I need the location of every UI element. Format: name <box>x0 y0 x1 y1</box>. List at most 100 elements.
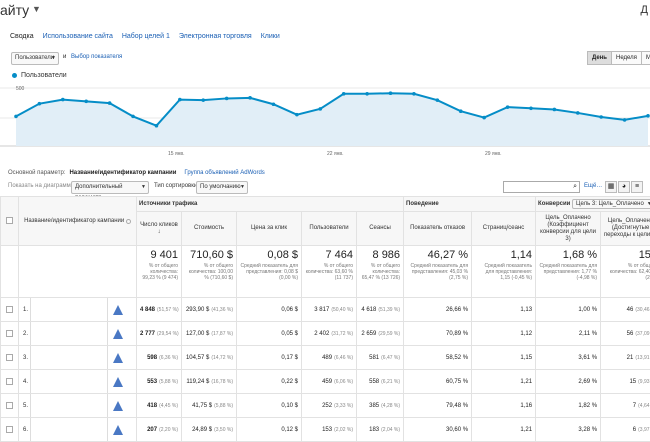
series-point[interactable] <box>506 105 510 109</box>
table-row[interactable]: 5. 418(4,45 %)41,75 $(5,88 %)0,10 $252(3… <box>1 394 650 418</box>
cost-pct: (5,88 %) <box>214 403 233 409</box>
col-bounce[interactable]: Показатель отказов <box>404 212 472 246</box>
top-right-text[interactable]: Д <box>641 4 648 16</box>
series-point[interactable] <box>482 116 486 120</box>
performance-view-icon[interactable]: ≡ <box>631 181 643 193</box>
tab-clicks[interactable]: Клики <box>261 33 280 40</box>
col-cost[interactable]: Стоимость <box>182 212 237 246</box>
series-point[interactable] <box>61 98 65 102</box>
adwords-icon <box>113 377 123 387</box>
chevron-down-icon[interactable]: ▼ <box>32 4 41 14</box>
campaign-name-hidden <box>30 322 108 345</box>
series-point[interactable] <box>225 97 229 101</box>
series-point[interactable] <box>272 102 276 106</box>
select-all-checkbox[interactable] <box>6 217 13 224</box>
series-point[interactable] <box>248 96 252 100</box>
summary-note: % от общего количества: 63,60 % (11 737) <box>305 263 353 281</box>
sessions-cell: 183(2,04 %) <box>357 418 404 442</box>
col-campaign[interactable]: Название/идентификатор кампании <box>19 197 137 246</box>
series-point[interactable] <box>459 109 463 113</box>
summary-value: 0,08 $ <box>240 249 298 261</box>
series-point[interactable] <box>576 111 580 115</box>
adgroup-param-link[interactable]: Группа объявлений AdWords <box>184 170 264 176</box>
cost-pct: (14,72 %) <box>211 355 233 361</box>
campaign-cell[interactable]: 5. <box>19 394 137 418</box>
summary-empty <box>19 246 137 298</box>
pie-view-icon[interactable]: ◕ <box>618 181 630 193</box>
series-point[interactable] <box>436 98 440 102</box>
clicks-value: 4 848 <box>140 307 155 313</box>
campaign-cell[interactable]: 3. <box>19 346 137 370</box>
primary-param-active[interactable]: Название/идентификатор кампании <box>69 170 176 176</box>
view-title[interactable]: айту <box>0 2 29 18</box>
users-chart[interactable]: 500 250 15 янв. 22 янв. 29 янв. <box>0 80 650 160</box>
summary-cpc: 0,08 $Средний показатель для представлен… <box>237 246 302 298</box>
col-cpc[interactable]: Цена за клик <box>237 212 302 246</box>
table-view-icon[interactable]: ▦ <box>605 181 617 193</box>
campaign-cell[interactable]: 2. <box>19 322 137 346</box>
campaign-name-hidden <box>30 370 108 393</box>
tab-site-usage[interactable]: Использование сайта <box>43 33 113 40</box>
series-point[interactable] <box>553 108 557 112</box>
series-point[interactable] <box>365 92 369 96</box>
series-point[interactable] <box>389 91 393 95</box>
table-row[interactable]: 4. 553(5,88 %)119,24 $(16,78 %)0,22 $459… <box>1 370 650 394</box>
row-checkbox[interactable] <box>6 402 13 409</box>
cpc-cell: 0,06 $ <box>237 298 302 322</box>
period-day-button[interactable]: День <box>587 51 612 65</box>
series-point[interactable] <box>131 115 135 119</box>
table-search-input[interactable]: ⌕ <box>503 181 580 193</box>
col-users[interactable]: Пользователи <box>302 212 357 246</box>
table-row[interactable]: 3. 598(6,36 %)104,57 $(14,72 %)0,17 $489… <box>1 346 650 370</box>
search-icon[interactable]: ⌕ <box>573 183 577 191</box>
col-goal-conv[interactable]: Цель_Оплачено (Коэффициент конверсии для… <box>536 212 601 246</box>
col-goal-completions[interactable]: Цель_Оплачено (Достигнутые переходы к це… <box>601 212 650 246</box>
series-point[interactable] <box>295 113 299 117</box>
sort-select[interactable]: По умолчанию ▼ <box>196 181 248 194</box>
help-icon[interactable] <box>126 219 131 224</box>
tab-goal-set-1[interactable]: Набор целей 1 <box>122 33 170 40</box>
campaign-cell[interactable]: 4. <box>19 370 137 394</box>
table-row[interactable]: 1. 4 848(51,57 %)293,90 $(41,36 %)0,06 $… <box>1 298 650 322</box>
table-row[interactable]: 6. 207(2,20 %)24,89 $(3,50 %)0,12 $153(2… <box>1 418 650 442</box>
campaign-cell[interactable]: 1. <box>19 298 137 322</box>
col-clicks[interactable]: Число кликов ↓ <box>137 212 182 246</box>
series-point[interactable] <box>178 98 182 102</box>
period-week-button[interactable]: Неделя <box>611 51 642 65</box>
users-value: 3 817 <box>314 307 329 313</box>
series-point[interactable] <box>342 92 346 96</box>
series-point[interactable] <box>529 107 533 111</box>
row-checkbox[interactable] <box>6 330 13 337</box>
row-checkbox[interactable] <box>6 306 13 313</box>
col-pages[interactable]: Страниц/сеанс <box>472 212 536 246</box>
col-cost-label: Стоимость <box>194 225 224 231</box>
series-point[interactable] <box>14 115 18 119</box>
campaign-cell[interactable]: 6. <box>19 418 137 442</box>
plot-rows-button[interactable]: Показать на диаграмме <box>8 183 74 189</box>
series-point[interactable] <box>599 115 603 119</box>
series-point[interactable] <box>201 98 205 102</box>
row-checkbox[interactable] <box>6 378 13 385</box>
series-point[interactable] <box>84 100 88 104</box>
goal-select[interactable]: Цель 3: Цель_Оплачено▼ <box>572 199 650 209</box>
series-point[interactable] <box>38 102 42 106</box>
users-cell: 459(6,06 %) <box>302 370 357 394</box>
tab-ecommerce[interactable]: Электронная торговля <box>179 33 252 40</box>
row-checkbox-cell <box>1 394 19 418</box>
pick-metric-link[interactable]: Выбор показателя <box>71 54 122 60</box>
series-point[interactable] <box>155 124 159 128</box>
extra-param-select[interactable]: Дополнительный параметр ▼ <box>71 181 149 194</box>
row-checkbox[interactable] <box>6 354 13 361</box>
series-point[interactable] <box>412 92 416 96</box>
row-checkbox[interactable] <box>6 426 13 433</box>
metric-select[interactable]: Пользователи ▼ <box>11 52 59 65</box>
series-point[interactable] <box>623 118 627 122</box>
col-sessions[interactable]: Сеансы <box>357 212 404 246</box>
tab-summary[interactable]: Сводка <box>10 33 34 40</box>
series-point[interactable] <box>646 114 650 118</box>
period-month-button[interactable]: Месяц <box>641 51 650 65</box>
advanced-link[interactable]: Ещё… <box>584 183 602 189</box>
series-point[interactable] <box>318 107 322 111</box>
series-point[interactable] <box>108 101 112 105</box>
table-row[interactable]: 2. 2 777(29,54 %)127,00 $(17,87 %)0,05 $… <box>1 322 650 346</box>
